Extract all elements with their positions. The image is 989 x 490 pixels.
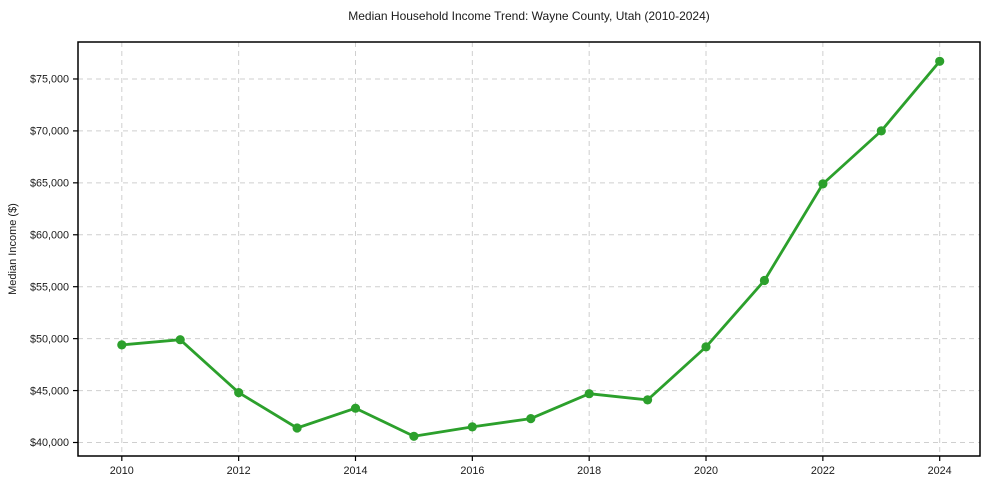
data-point-marker [759, 275, 770, 286]
data-point-marker [175, 335, 185, 345]
data-point-marker [117, 340, 127, 350]
data-point-marker [350, 403, 361, 413]
x-tick-label: 2022 [811, 465, 835, 477]
y-tick-label: $50,000 [30, 333, 69, 345]
y-tick-label: $55,000 [30, 281, 69, 293]
x-tick-label: 2016 [460, 465, 484, 477]
data-point-marker [526, 414, 536, 424]
data-point-marker [701, 342, 711, 352]
y-tick-label: $60,000 [30, 229, 69, 241]
y-tick-label: $70,000 [30, 126, 69, 138]
x-tick-label: 2014 [343, 465, 367, 477]
x-tick-label: 2012 [227, 465, 251, 477]
x-tick-label: 2024 [928, 465, 952, 477]
x-tick-label: 2020 [694, 465, 718, 477]
data-point-marker [409, 431, 419, 441]
x-tick-label: 2018 [577, 465, 601, 477]
data-point-marker [876, 126, 886, 136]
y-tick-label: $75,000 [30, 74, 69, 86]
x-tick-label: 2010 [110, 465, 134, 477]
data-point-marker [292, 423, 302, 433]
trend-line [120, 59, 942, 438]
y-axis-label: Median Income ($) [7, 203, 19, 295]
y-tick-label: $40,000 [30, 437, 69, 449]
plot-border [77, 41, 981, 457]
data-point-marker [234, 388, 244, 398]
data-point-marker [935, 56, 945, 66]
y-tick-label: $45,000 [30, 385, 69, 397]
data-point-marker [818, 179, 828, 189]
data-point-marker [643, 395, 653, 405]
y-tick-label: $65,000 [30, 178, 69, 190]
chart-title: Median Household Income Trend: Wayne Cou… [348, 9, 710, 23]
data-point-marker [467, 422, 477, 432]
data-point-marker [584, 389, 594, 399]
